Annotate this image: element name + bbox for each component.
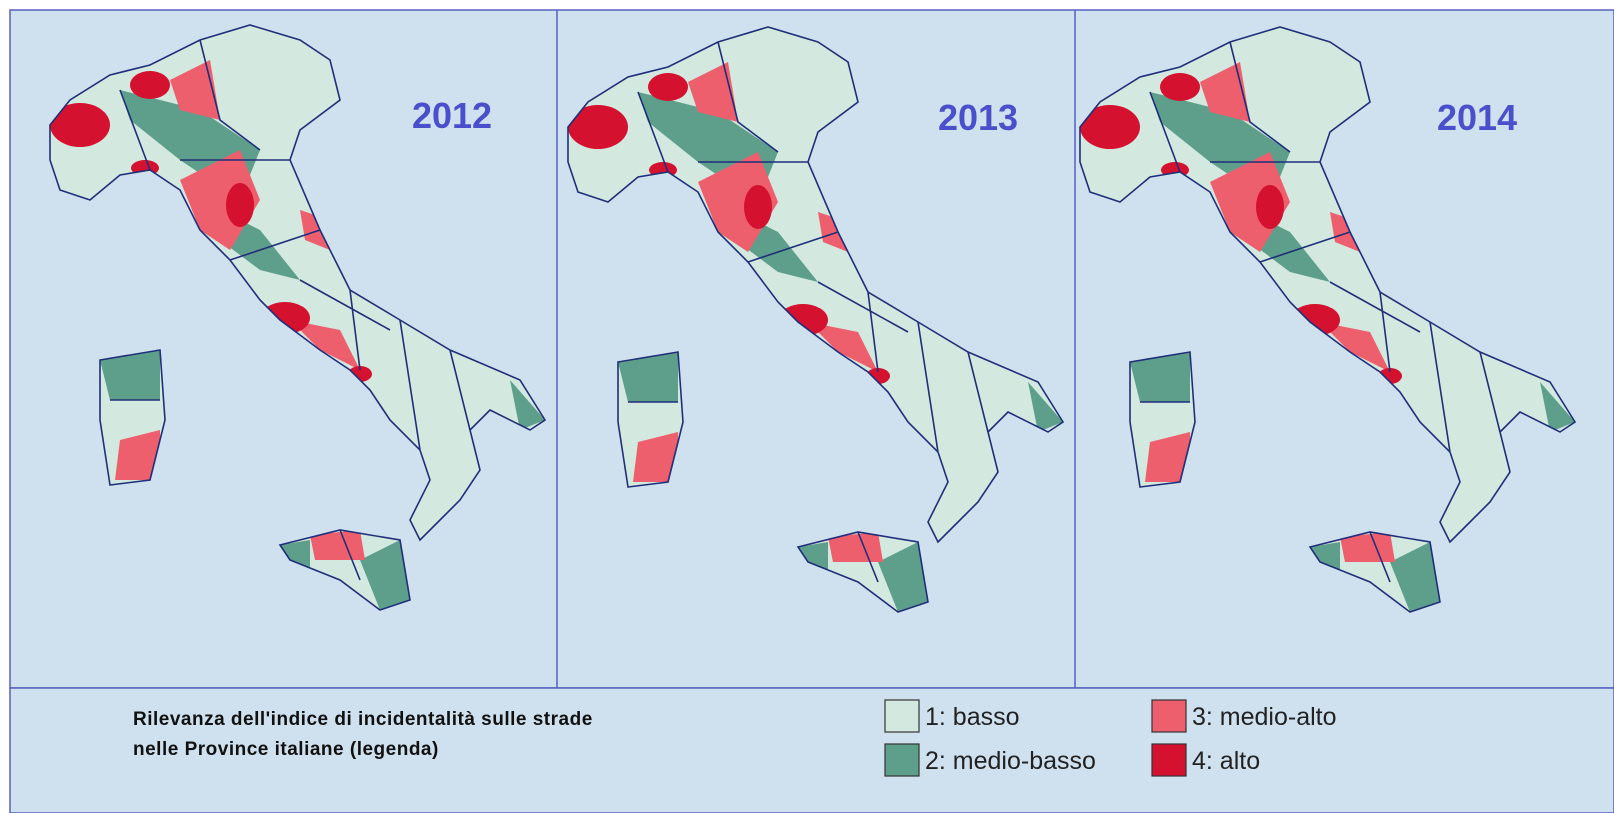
map-area: 2012 2013 2014 <box>0 0 1614 689</box>
year-label: 2012 <box>412 95 492 136</box>
legend-label: 1: basso <box>925 703 1020 731</box>
legend-label: 4: alto <box>1192 747 1260 775</box>
legend-swatch <box>884 699 920 733</box>
year-label: 2014 <box>1437 97 1517 138</box>
legend-label: 2: medio-basso <box>925 747 1096 775</box>
year-label: 2013 <box>938 97 1018 138</box>
legend: Rilevanza dell'indice di incidentalità s… <box>9 687 1614 813</box>
legend-title: Rilevanza dell'indice di incidentalità s… <box>133 709 593 730</box>
legend-swatch <box>884 743 920 777</box>
legend-swatch <box>1151 699 1187 733</box>
legend-label: 3: medio-alto <box>1192 703 1337 731</box>
legend-swatch <box>1151 743 1187 777</box>
legend-title: nelle Province italiane (legenda) <box>133 739 439 760</box>
